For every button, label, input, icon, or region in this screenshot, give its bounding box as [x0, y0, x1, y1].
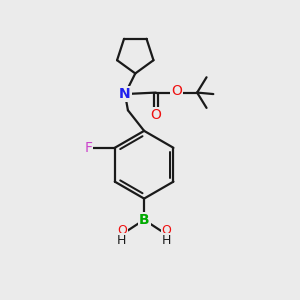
Text: O: O — [117, 224, 127, 238]
Text: H: H — [162, 234, 171, 247]
Text: N: N — [119, 87, 131, 101]
Text: O: O — [151, 108, 161, 122]
Text: B: B — [139, 213, 149, 227]
Text: O: O — [162, 224, 171, 238]
Text: O: O — [171, 84, 182, 98]
Text: H: H — [117, 234, 126, 247]
Text: F: F — [84, 141, 92, 155]
